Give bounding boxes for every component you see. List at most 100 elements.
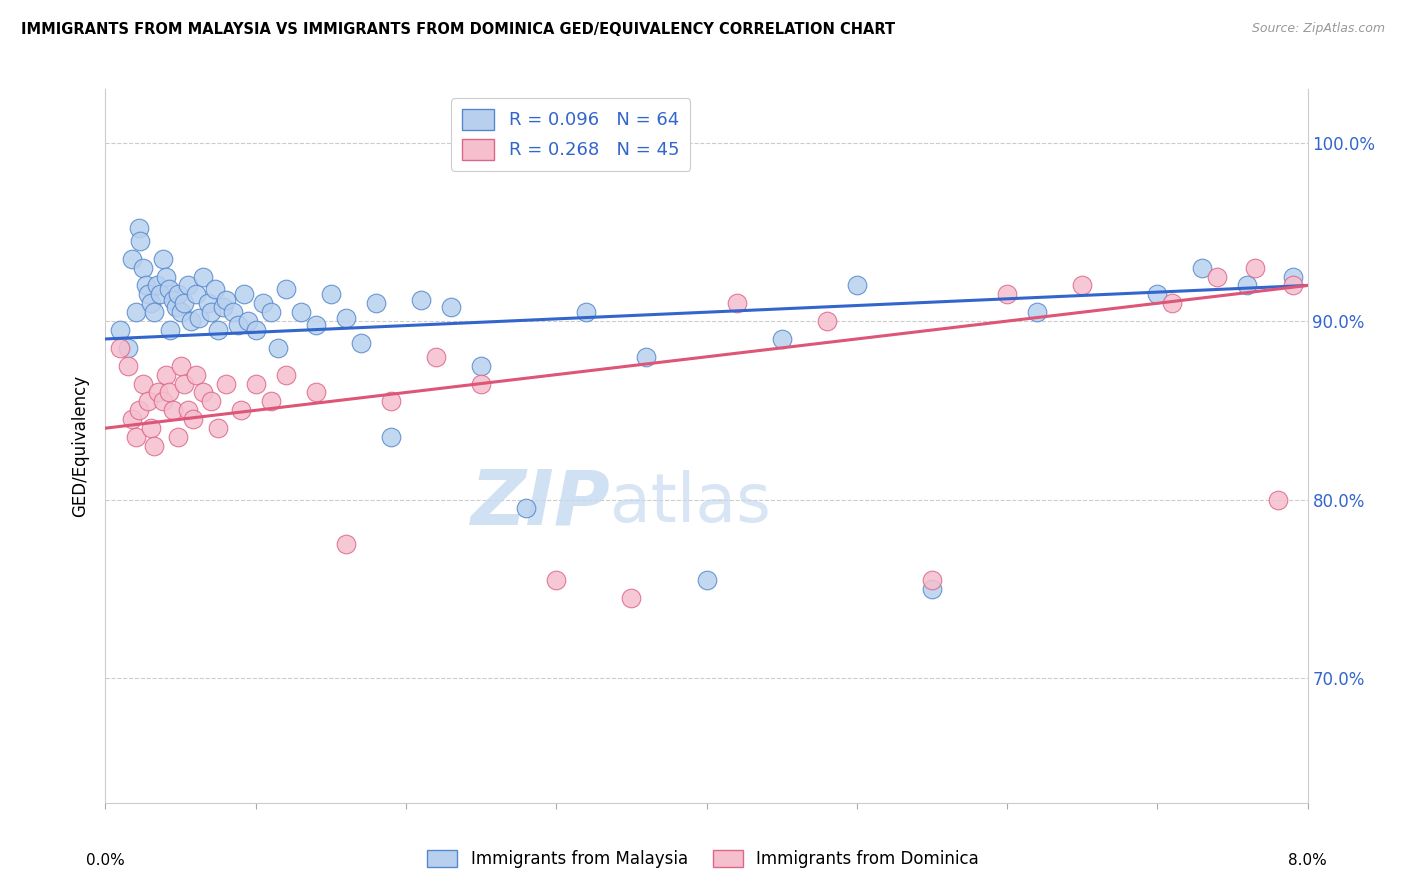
- Point: [425, 350, 447, 364]
- Point: [165, 300, 187, 314]
- Point: [245, 376, 267, 391]
- Point: [159, 323, 181, 337]
- Point: [260, 394, 283, 409]
- Point: [238, 314, 260, 328]
- Point: [166, 287, 188, 301]
- Point: [770, 332, 793, 346]
- Point: [252, 296, 274, 310]
- Point: [222, 305, 245, 319]
- Point: [142, 305, 165, 319]
- Point: [204, 282, 226, 296]
- Point: [260, 305, 283, 319]
- Point: [620, 591, 643, 605]
- Point: [229, 403, 252, 417]
- Point: [575, 305, 598, 319]
- Point: [117, 359, 139, 373]
- Point: [1281, 269, 1303, 284]
- Point: [136, 394, 159, 409]
- Point: [197, 296, 219, 310]
- Point: [290, 305, 312, 319]
- Point: [136, 287, 159, 301]
- Point: [184, 287, 207, 301]
- Point: [191, 269, 214, 284]
- Point: [1071, 278, 1094, 293]
- Point: [207, 421, 229, 435]
- Point: [440, 300, 463, 314]
- Point: [470, 376, 492, 391]
- Point: [1236, 278, 1258, 293]
- Point: [135, 278, 157, 293]
- Point: [921, 582, 943, 596]
- Point: [214, 376, 236, 391]
- Point: [335, 310, 357, 325]
- Point: [173, 296, 195, 310]
- Point: [166, 430, 188, 444]
- Point: [995, 287, 1018, 301]
- Point: [207, 323, 229, 337]
- Point: [546, 573, 568, 587]
- Point: [200, 394, 222, 409]
- Point: [305, 318, 328, 332]
- Point: [200, 305, 222, 319]
- Point: [124, 430, 146, 444]
- Point: [145, 278, 167, 293]
- Y-axis label: GED/Equivalency: GED/Equivalency: [72, 375, 90, 517]
- Point: [173, 376, 195, 391]
- Point: [110, 323, 132, 337]
- Point: [146, 385, 169, 400]
- Point: [162, 403, 184, 417]
- Point: [232, 287, 254, 301]
- Text: 8.0%: 8.0%: [1288, 853, 1327, 868]
- Point: [121, 412, 143, 426]
- Point: [128, 221, 150, 235]
- Point: [121, 252, 143, 266]
- Point: [380, 394, 402, 409]
- Point: [181, 412, 204, 426]
- Point: [267, 341, 290, 355]
- Point: [157, 385, 180, 400]
- Point: [815, 314, 838, 328]
- Point: [245, 323, 267, 337]
- Point: [335, 537, 357, 551]
- Point: [274, 368, 297, 382]
- Point: [191, 385, 214, 400]
- Legend: Immigrants from Malaysia, Immigrants from Dominica: Immigrants from Malaysia, Immigrants fro…: [420, 843, 986, 875]
- Text: 0.0%: 0.0%: [86, 853, 125, 868]
- Point: [110, 341, 132, 355]
- Point: [226, 318, 249, 332]
- Point: [148, 287, 170, 301]
- Point: [515, 501, 537, 516]
- Point: [380, 430, 402, 444]
- Point: [1146, 287, 1168, 301]
- Point: [139, 296, 162, 310]
- Point: [274, 282, 297, 296]
- Text: ZIP: ZIP: [471, 467, 610, 540]
- Point: [142, 439, 165, 453]
- Point: [214, 293, 236, 307]
- Point: [155, 368, 177, 382]
- Point: [305, 385, 328, 400]
- Legend: R = 0.096   N = 64, R = 0.268   N = 45: R = 0.096 N = 64, R = 0.268 N = 45: [451, 98, 690, 170]
- Point: [725, 296, 748, 310]
- Point: [1191, 260, 1213, 275]
- Point: [155, 269, 177, 284]
- Point: [180, 314, 202, 328]
- Point: [1281, 278, 1303, 293]
- Point: [177, 278, 200, 293]
- Point: [169, 305, 191, 319]
- Point: [187, 310, 209, 325]
- Point: [117, 341, 139, 355]
- Point: [132, 376, 155, 391]
- Point: [152, 394, 174, 409]
- Point: [177, 403, 200, 417]
- Text: Source: ZipAtlas.com: Source: ZipAtlas.com: [1251, 22, 1385, 36]
- Point: [1161, 296, 1184, 310]
- Point: [636, 350, 658, 364]
- Point: [129, 234, 152, 248]
- Point: [409, 293, 432, 307]
- Text: atlas: atlas: [610, 470, 772, 536]
- Text: IMMIGRANTS FROM MALAYSIA VS IMMIGRANTS FROM DOMINICA GED/EQUIVALENCY CORRELATION: IMMIGRANTS FROM MALAYSIA VS IMMIGRANTS F…: [21, 22, 896, 37]
- Point: [696, 573, 718, 587]
- Point: [470, 359, 492, 373]
- Point: [1244, 260, 1267, 275]
